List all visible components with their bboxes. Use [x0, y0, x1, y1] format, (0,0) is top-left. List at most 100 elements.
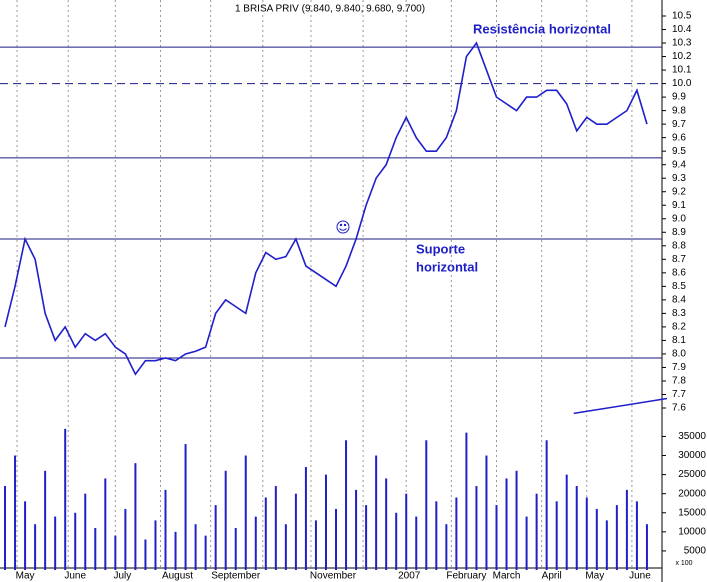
volume-bar [635, 501, 638, 570]
volume-bar [24, 501, 27, 570]
y-tick-label: 10.4 [672, 24, 692, 35]
x-tick-label: June [64, 571, 86, 582]
volume-bar [365, 505, 368, 570]
volume-bar [164, 489, 167, 570]
y-tick-label: 8.5 [672, 281, 686, 292]
volume-bar [355, 489, 358, 570]
volume-bar [204, 535, 207, 570]
y-tick-label: 9.6 [672, 132, 686, 143]
y-tick-label: 9.3 [672, 173, 686, 184]
volume-bar [425, 440, 428, 570]
volume-bar [214, 505, 217, 570]
x-tick-label: June [629, 571, 651, 582]
volume-bar [435, 501, 438, 570]
volume-bar [525, 516, 528, 570]
volume-bar [44, 470, 47, 570]
volume-bar [505, 478, 508, 570]
volume-bar [475, 486, 478, 570]
y-tick-label: 8.6 [672, 267, 686, 278]
volume-bar [405, 493, 408, 570]
volume-bar [264, 497, 267, 570]
volume-bar [294, 493, 297, 570]
chart-title: 1 BRISA PRIV (9.840, 9.840, 9.680, 9.700… [235, 4, 425, 15]
volume-bar [585, 497, 588, 570]
y-tick-label: 7.7 [672, 389, 686, 400]
y-tick-label: 9.8 [672, 105, 686, 116]
y-tick-label: 7.8 [672, 376, 686, 387]
volume-bar [535, 493, 538, 570]
volume-bar [4, 486, 7, 570]
volume-bar [104, 478, 107, 570]
support-label: horizontal [416, 259, 478, 274]
volume-bar [184, 444, 187, 570]
volume-bar [345, 440, 348, 570]
volume-bar [224, 470, 227, 570]
y2-tick-label: 30000 [678, 450, 706, 461]
resistance-label: Resistência horizontal [473, 21, 611, 36]
y-tick-label: 10.1 [672, 65, 692, 76]
volume-bar [445, 524, 448, 570]
volume-bar [335, 508, 338, 570]
volume-bar [134, 463, 137, 570]
volume-bar [625, 489, 628, 570]
y-tick-label: 10.0 [672, 78, 692, 89]
volume-bar [74, 512, 77, 570]
x-tick-label: February [446, 571, 486, 582]
y-tick-label: 7.6 [672, 403, 686, 414]
volume-bar [415, 516, 418, 570]
y-tick-label: 10.2 [672, 51, 692, 62]
y-tick-label: 8.0 [672, 349, 686, 360]
y2-tick-label: 15000 [678, 507, 706, 518]
y-tick-label: 9.5 [672, 146, 686, 157]
volume-bar [154, 520, 157, 570]
x-tick-label: May [585, 571, 604, 582]
x-tick-label: May [16, 571, 35, 582]
volume-bar [455, 497, 458, 570]
volume-bar [595, 508, 598, 570]
volume-bar [244, 455, 247, 570]
volume-bar [254, 516, 257, 570]
volume-bar [94, 528, 97, 570]
y-tick-label: 9.1 [672, 200, 686, 211]
volume-bar [485, 455, 488, 570]
volume-unit: x 100 [675, 560, 692, 567]
x-tick-label: April [542, 571, 562, 582]
y-tick-label: 10.3 [672, 38, 692, 49]
volume-bar [495, 505, 498, 570]
y-tick-label: 8.3 [672, 308, 686, 319]
y-tick-label: 9.4 [672, 159, 686, 170]
x-tick-label: July [113, 571, 131, 582]
volume-bar [395, 512, 398, 570]
y-tick-label: 9.7 [672, 119, 686, 130]
volume-bar [174, 531, 177, 570]
support-label: Suporte [416, 241, 465, 256]
volume-bar [304, 466, 307, 570]
smiley [336, 220, 350, 234]
y2-tick-label: 25000 [678, 469, 706, 480]
x-tick-label: September [211, 571, 261, 582]
y2-tick-label: 5000 [684, 546, 707, 557]
volume-bar [64, 428, 67, 570]
y-tick-label: 7.9 [672, 362, 686, 373]
y-tick-label: 10.5 [672, 11, 692, 22]
y-tick-label: 8.7 [672, 254, 686, 265]
volume-bar [605, 520, 608, 570]
volume-bar [555, 501, 558, 570]
x-tick-label: November [310, 571, 357, 582]
y-tick-label: 8.9 [672, 227, 686, 238]
volume-bar [645, 524, 648, 570]
x-tick-label: March [493, 571, 521, 582]
volume-bar [114, 535, 117, 570]
volume-bar [144, 539, 147, 570]
y-tick-label: 9.2 [672, 186, 686, 197]
volume-bar [385, 478, 388, 570]
volume-bar [284, 524, 287, 570]
trend-line [573, 397, 668, 415]
price-line [4, 41, 648, 376]
y-tick-label: 8.4 [672, 295, 686, 306]
volume-bar [324, 474, 327, 570]
volume-bar [274, 486, 277, 570]
volume-bar [314, 520, 317, 570]
volume-bar [465, 432, 468, 570]
